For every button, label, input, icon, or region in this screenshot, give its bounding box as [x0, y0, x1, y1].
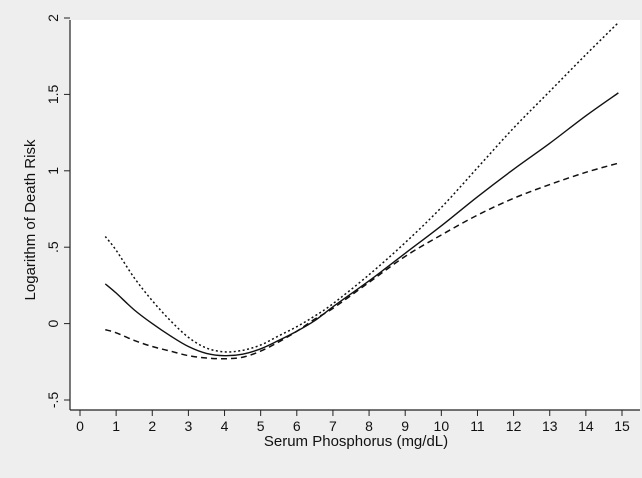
x-tick-label: 5	[257, 418, 265, 434]
x-tick-label: 12	[506, 418, 522, 434]
x-tick-label: 1	[112, 418, 120, 434]
y-axis-label: Logarithm of Death Risk	[22, 139, 39, 300]
series-line-dashed	[105, 162, 619, 360]
y-tick-label: .5	[45, 241, 61, 253]
y-tick-label: 0	[45, 319, 61, 327]
x-tick-label: 0	[76, 418, 84, 434]
y-tick-label: -.5	[45, 392, 61, 409]
plot-area	[70, 20, 640, 410]
x-tick-label: 13	[542, 418, 558, 434]
x-tick-label: 2	[148, 418, 156, 434]
y-tick-label: 2	[45, 14, 61, 22]
axes-layer: 0 1 2 3 4 5 6 7 8 9 10 11 12 13 14 15-.50.511.52	[45, 14, 640, 434]
x-tick-label: 9	[401, 418, 409, 434]
y-tick-label: 1.5	[45, 84, 61, 104]
x-tick-label: 3	[185, 418, 193, 434]
x-tick-label: 6	[293, 418, 301, 434]
x-axis-label: Serum Phosphorus (mg/dL)	[264, 433, 448, 450]
series-layer	[104, 22, 619, 360]
x-tick-label: 7	[329, 418, 337, 434]
y-tick-label: 1	[45, 167, 61, 175]
x-tick-label: 11	[470, 418, 485, 434]
x-tick-label: 14	[578, 418, 594, 434]
x-tick-label: 10	[434, 418, 450, 434]
x-tick-label: 15	[614, 418, 630, 434]
x-tick-label: 4	[221, 418, 229, 434]
x-tick-label: 8	[365, 418, 373, 434]
